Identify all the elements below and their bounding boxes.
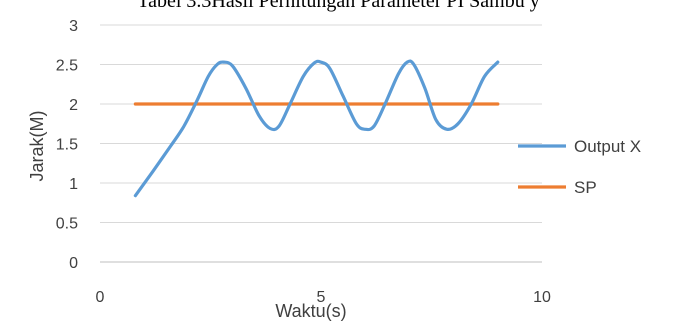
legend: Output X SP bbox=[518, 137, 641, 197]
x-axis-label: Waktu(s) bbox=[275, 301, 346, 321]
y-tick-label: 2.5 bbox=[56, 58, 78, 75]
y-tick-label: 2 bbox=[69, 97, 78, 114]
series-line-output-x bbox=[133, 59, 500, 198]
y-tick-label: 3 bbox=[69, 18, 78, 35]
axes: 0 0.5 1 1.5 2 2.5 3 0 5 10 bbox=[56, 18, 551, 306]
y-tick-label: 1.5 bbox=[56, 137, 78, 154]
y-axis-label: Jarak(M) bbox=[27, 111, 47, 182]
series-layer bbox=[133, 59, 500, 198]
x-tick-label: 5 bbox=[317, 289, 326, 306]
x-tick-label: 0 bbox=[96, 289, 105, 306]
y-tick-label: 1 bbox=[69, 176, 78, 193]
x-tick-label: 10 bbox=[533, 289, 551, 306]
legend-entry-label: SP bbox=[574, 178, 597, 197]
table-caption: Tabel 3.3Hasil Perhitungan Parameter PI … bbox=[137, 0, 540, 12]
y-tick-label: 0 bbox=[69, 255, 78, 272]
y-tick-label: 0.5 bbox=[56, 216, 78, 233]
legend-entry-label: Output X bbox=[574, 137, 641, 156]
